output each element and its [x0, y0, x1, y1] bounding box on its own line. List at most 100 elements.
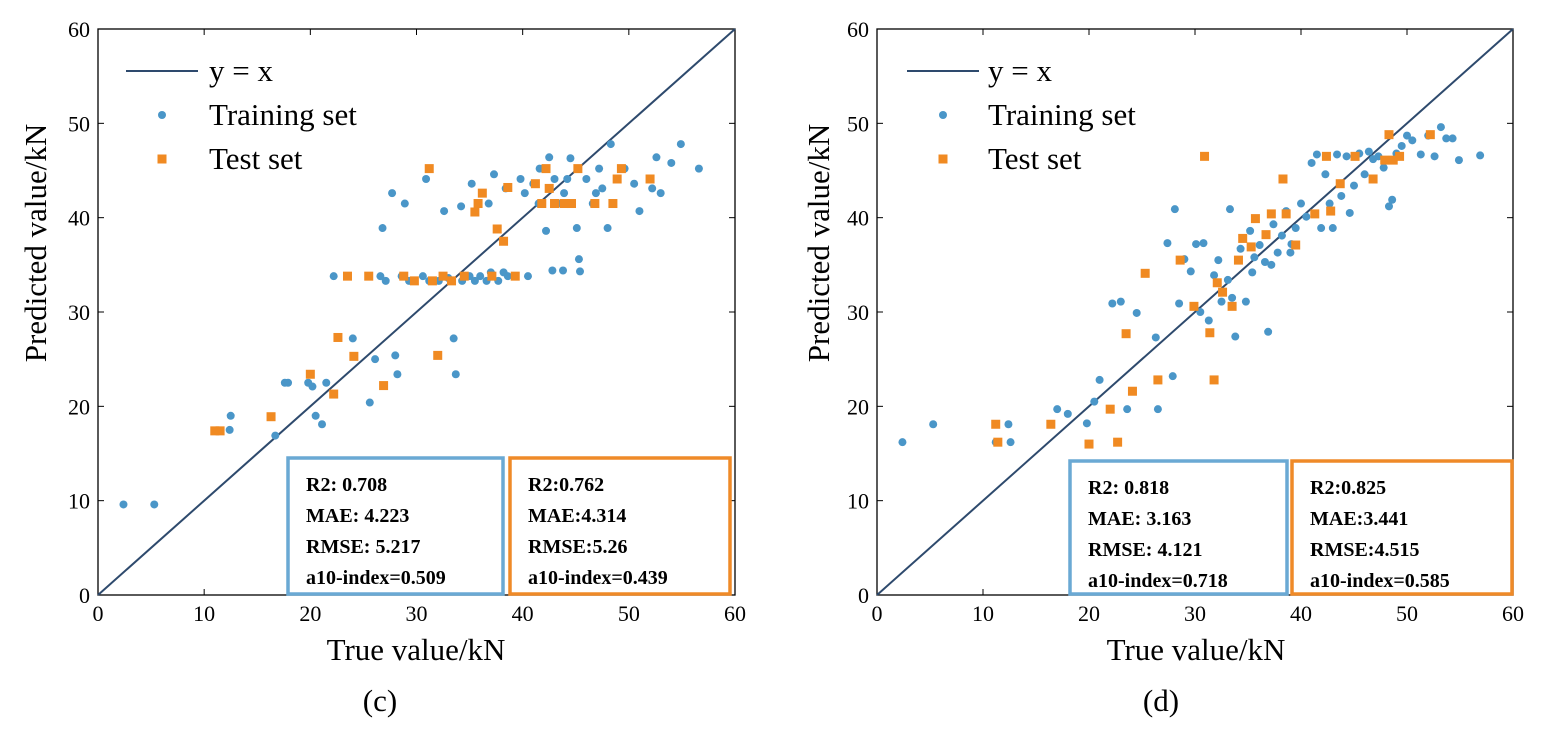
x-tick-label: 20 — [299, 601, 321, 626]
test-point — [215, 426, 225, 436]
training-point — [1273, 248, 1282, 257]
test-point — [530, 179, 540, 189]
test-point — [1127, 386, 1137, 396]
metric-line: RMSE: 4.121 — [1088, 539, 1202, 561]
training-point — [574, 255, 583, 264]
test-point — [544, 183, 554, 193]
training-point — [1476, 151, 1485, 160]
training-point — [550, 174, 559, 183]
training-point — [635, 207, 644, 216]
test-point — [991, 419, 1001, 429]
training-point — [418, 272, 427, 281]
training-point — [1123, 405, 1132, 414]
y-tick-label: 10 — [847, 489, 869, 514]
test-point — [993, 437, 1003, 447]
test-point — [616, 164, 626, 174]
training-point — [308, 382, 317, 391]
training-metrics-box: R2: 0.708 MAE: 4.223 RMSE: 5.217 a10-index=… — [286, 456, 505, 596]
training-point — [1286, 248, 1295, 257]
test-point — [1046, 419, 1056, 429]
test-point — [427, 276, 437, 286]
x-tick-label: 50 — [1396, 601, 1418, 626]
training-point — [1312, 150, 1321, 159]
test-point — [1368, 174, 1378, 184]
x-axis-title: True value/kN — [1107, 632, 1286, 667]
training-point — [1384, 202, 1393, 211]
training-point — [476, 272, 485, 281]
training-point — [1168, 372, 1177, 381]
training-point — [1192, 240, 1201, 249]
training-point — [1291, 224, 1300, 233]
training-point — [1448, 134, 1457, 143]
training-point — [1116, 297, 1125, 306]
legend: y = x Training set Test set — [907, 53, 1136, 176]
test-point — [1278, 174, 1288, 184]
test-point — [333, 332, 343, 342]
metric-line: RMSE:4.515 — [1310, 539, 1419, 561]
test-point — [1200, 151, 1210, 161]
training-point — [1328, 224, 1337, 233]
test-point — [1425, 130, 1435, 140]
y-tick-label: 30 — [68, 300, 90, 325]
training-point — [1063, 409, 1072, 418]
y-tick-label: 40 — [68, 206, 90, 231]
training-point — [457, 202, 466, 211]
training-point — [503, 272, 512, 281]
y-tick-label: 60 — [847, 17, 869, 42]
training-point — [1151, 333, 1160, 342]
x-tick-label: 10 — [193, 601, 215, 626]
training-point — [150, 500, 159, 509]
training-point — [667, 158, 676, 167]
test-point — [1281, 209, 1291, 219]
training-point — [566, 154, 575, 163]
test-point — [590, 199, 600, 209]
test-point — [550, 199, 560, 209]
test-point — [1388, 155, 1398, 165]
x-tick-label: 0 — [872, 601, 883, 626]
training-point — [451, 370, 460, 379]
training-point — [1408, 136, 1417, 145]
training-point — [648, 184, 657, 193]
training-point — [1416, 150, 1425, 159]
training-point — [440, 207, 449, 216]
test-point — [1291, 240, 1301, 250]
training-point — [1442, 134, 1451, 143]
training-point — [422, 174, 431, 183]
reference-line-y-equals-x — [97, 28, 736, 596]
training-point — [1132, 308, 1141, 317]
panel-label: (c) — [363, 683, 397, 718]
training-point — [1350, 181, 1358, 190]
test-point — [510, 271, 520, 281]
training-point — [391, 351, 400, 360]
training-point — [311, 411, 320, 420]
x-tick-label: 40 — [1290, 601, 1312, 626]
training-point — [1342, 152, 1351, 161]
metric-line: MAE: 3.163 — [1088, 508, 1191, 530]
training-point — [1397, 141, 1406, 150]
metric-line: R2:0.762 — [528, 474, 604, 496]
test-point — [487, 271, 497, 281]
test-point — [364, 271, 374, 281]
test-point — [1384, 130, 1394, 140]
metric-line: a10-index=0.718 — [1088, 570, 1228, 592]
x-tick-label: 60 — [1502, 601, 1524, 626]
test-point — [1350, 151, 1360, 161]
metric-line: a10-index=0.585 — [1310, 570, 1450, 592]
test-point — [342, 271, 352, 281]
test-point — [305, 369, 315, 379]
training-point — [226, 411, 235, 420]
metric-line: R2: 0.818 — [1088, 477, 1169, 499]
metrics-box-border — [1290, 459, 1514, 596]
test-point — [1238, 233, 1248, 243]
test-point — [608, 199, 618, 209]
legend-label-reference: y = x — [209, 53, 273, 88]
test-point — [492, 224, 502, 234]
y-tick-label: 50 — [847, 111, 869, 136]
training-point — [559, 266, 568, 275]
training-point — [694, 164, 703, 173]
test-point — [567, 199, 577, 209]
test-point — [1266, 209, 1276, 219]
legend-square-swatch — [938, 154, 948, 164]
test-point — [266, 412, 276, 422]
y-tick-label: 20 — [68, 394, 90, 419]
